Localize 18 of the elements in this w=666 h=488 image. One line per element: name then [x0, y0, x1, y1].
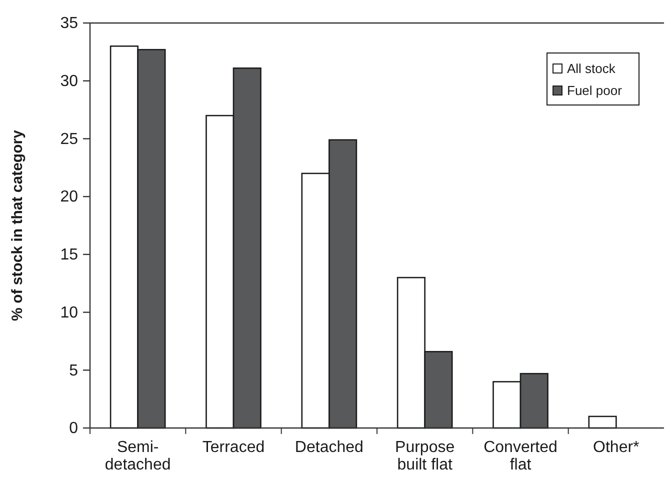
y-tick-label: 25 [60, 130, 78, 148]
y-tick-label: 20 [60, 188, 78, 206]
y-tick-label: 35 [60, 15, 78, 32]
x-tick-label: Detached [294, 439, 364, 456]
x-tick-label: Other* [593, 439, 640, 456]
x-tick-label: Semi- detached [104, 439, 171, 474]
y-axis-title: % of stock in that category [9, 129, 26, 321]
x-tick-label: Terraced [202, 439, 265, 456]
y-tick-label: 10 [60, 304, 78, 322]
y-tick-label: 0 [69, 420, 78, 438]
y-tick-label: 30 [60, 72, 78, 90]
x-tick-label: Purpose built flat [395, 439, 455, 474]
y-tick-label: 5 [69, 362, 78, 380]
legend-label: All stock [567, 61, 616, 76]
x-tick-label: Converted flat [484, 439, 558, 474]
legend-label: Fuel poor [567, 83, 623, 98]
bar [588, 416, 617, 429]
y-tick-label: 15 [60, 246, 78, 264]
